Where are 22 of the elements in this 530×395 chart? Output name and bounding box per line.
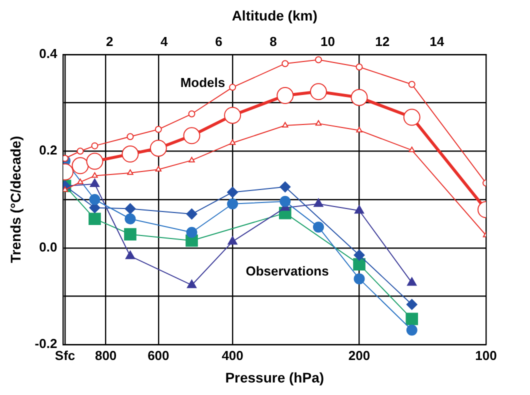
y-axis-title: Trends (°C/decade) <box>7 136 24 263</box>
x2-tick-label: 8 <box>270 34 277 50</box>
x-tick-label: 200 <box>348 348 370 363</box>
x-tick-label: 400 <box>222 348 244 363</box>
y-tick-label: 0.4 <box>39 46 58 61</box>
annotation: Observations <box>246 264 329 279</box>
x2-tick-label: 6 <box>215 34 222 50</box>
x2-tick-label: 14 <box>430 34 445 50</box>
x-axis-title: Pressure (hPa) <box>225 369 324 386</box>
x2-tick-label: 4 <box>160 34 169 50</box>
x-tick-label: 600 <box>148 348 170 363</box>
x2-axis-title: Altitude (km) <box>232 7 318 24</box>
x-tick-label: 800 <box>94 348 117 363</box>
y-tick-label: -0.2 <box>34 336 58 352</box>
x2-tick-label: 2 <box>106 34 114 50</box>
x-tick-label: Sfc <box>54 348 76 363</box>
x2-tick-label: 12 <box>375 34 390 50</box>
x2-tick-label: 10 <box>320 34 336 50</box>
y-tick-label: 0.2 <box>39 142 58 158</box>
x-tick-label: 100 <box>475 348 497 363</box>
annotation: Models <box>180 75 226 90</box>
y-tick-label: 0.0 <box>39 239 58 254</box>
